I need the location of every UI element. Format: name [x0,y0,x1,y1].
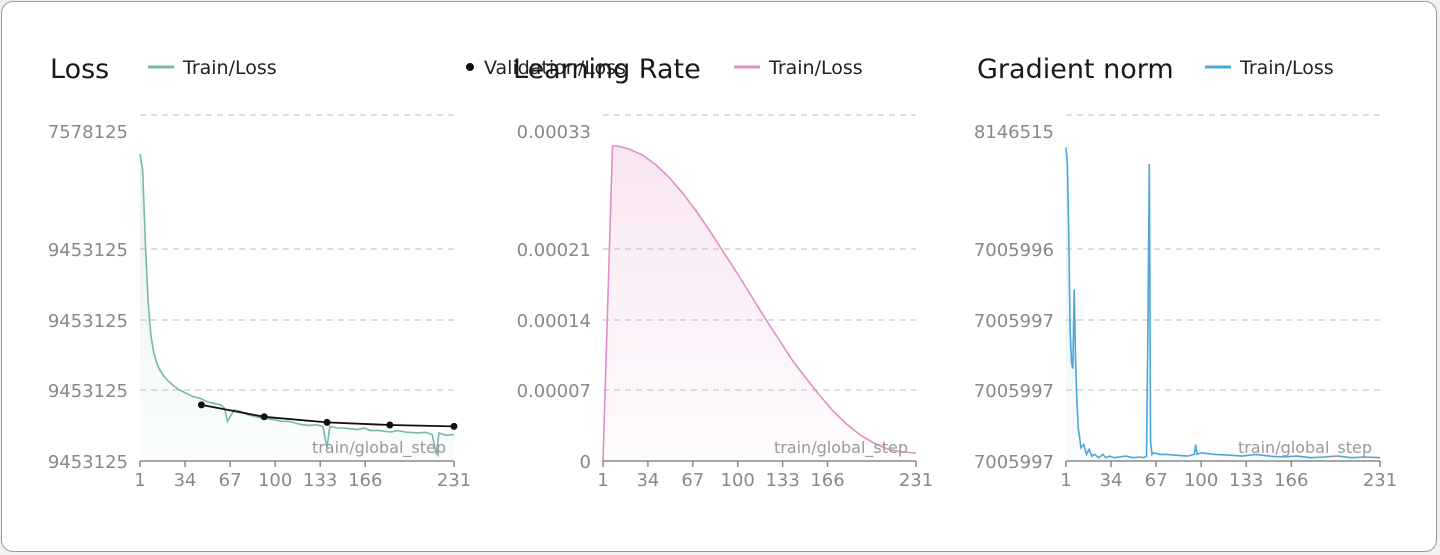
series-line[interactable] [602,145,917,462]
y-tick-label: 37005997 [962,381,1054,402]
legend-label: Train/Loss [182,57,277,79]
legend-item[interactable]: Train/Loss [1205,57,1334,79]
y-tick-label: 39453125 [36,240,128,261]
validation-point[interactable] [260,413,268,421]
series-area [603,146,916,461]
y-tick-label: 39453125 [36,452,128,473]
chart-title: Gradient norm [977,54,1174,85]
y-tick-label: 37005997 [962,452,1054,473]
validation-point[interactable] [197,401,205,409]
x-tick-label: 100 [258,470,292,491]
y-tick-label: 39453125 [36,381,128,402]
x-tick-label: 34 [636,470,659,491]
x-tick-label: 1 [1060,470,1071,491]
x-tick-label: 100 [1184,470,1218,491]
x-tick-label: 100 [721,470,755,491]
chart-2: Gradient norm Train/Loss 68146515 37005996 3… [962,54,1397,491]
x-tick-label: 231 [1363,470,1397,491]
legend-label: Train/Loss [768,57,863,79]
x-tick-label: 34 [174,470,197,491]
x-tick-label: 1 [134,470,145,491]
series-area [140,154,454,461]
y-tick-label: 68146515 [962,122,1054,143]
y-tick-label: 37005996 [962,240,1054,261]
x-tick-label: 231 [899,470,933,491]
legend-item[interactable]: Train/Loss [148,57,277,79]
legend-marker [466,63,474,71]
chart-0: Loss Train/Loss Validation/Loss 57578125 394… [36,54,626,491]
legend-label: Train/Loss [1239,57,1334,79]
x-tick-label: 166 [810,470,844,491]
x-axis-title: train/global_step [312,438,446,458]
legend-label: Validation/Loss [484,57,626,79]
x-tick-label: 67 [1145,470,1168,491]
series-area [1066,147,1380,461]
x-axis-title: train/global_step [1238,438,1372,458]
x-tick-label: 133 [303,470,337,491]
validation-point[interactable] [450,422,458,430]
x-tick-label: 67 [681,470,704,491]
x-tick-label: 1 [597,470,608,491]
x-axis-title: train/global_step [774,438,908,458]
x-tick-label: 231 [437,470,471,491]
series-line[interactable] [1065,147,1381,459]
y-tick-label: 0 [580,452,591,473]
validation-point[interactable] [323,418,331,426]
y-tick-label: 37005997 [962,311,1054,332]
y-tick-label: 0.00021 [517,240,591,261]
legend-item[interactable]: Validation/Loss [466,57,626,79]
validation-point[interactable] [386,421,394,429]
y-tick-label: 57578125 [36,122,128,143]
y-tick-label: 0.00007 [517,381,591,402]
legend-item[interactable]: Train/Loss [734,57,863,79]
x-tick-label: 133 [765,470,799,491]
y-tick-label: 39453125 [36,311,128,332]
x-tick-label: 166 [348,470,382,491]
y-tick-label: 0.00014 [517,311,591,332]
x-tick-label: 67 [219,470,242,491]
series-line[interactable] [139,153,455,455]
y-tick-label: 0.00033 [517,122,591,143]
chart-1: Learning Rate Train/Loss 0.00033 0.00021 0.0… [513,54,933,491]
chart-title: Loss [50,54,109,85]
x-tick-label: 34 [1100,470,1123,491]
x-tick-label: 133 [1229,470,1263,491]
chart-title: Learning Rate [513,54,701,85]
x-tick-label: 166 [1274,470,1308,491]
